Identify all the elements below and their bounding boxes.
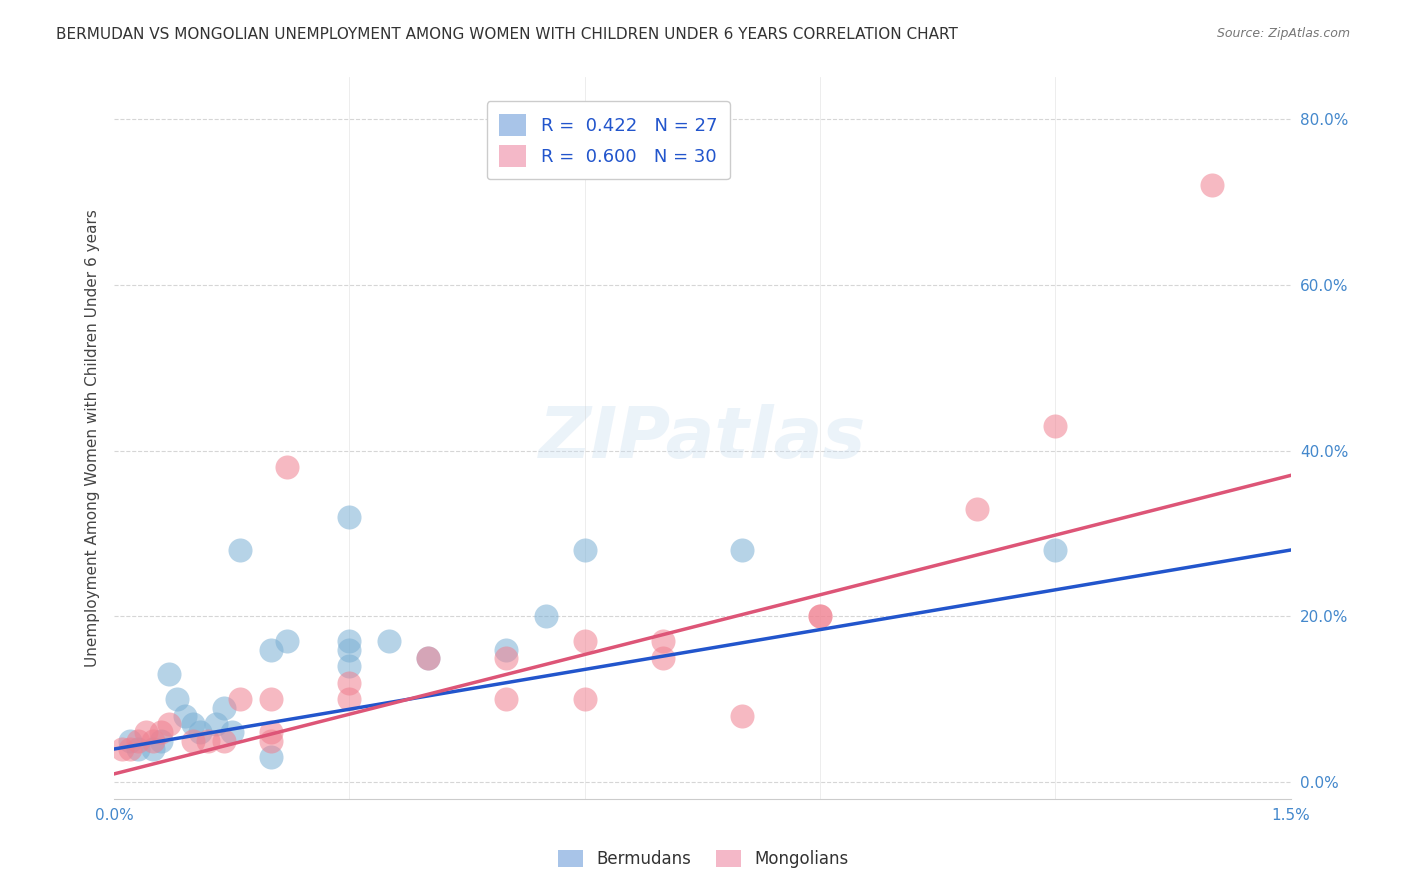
Text: Source: ZipAtlas.com: Source: ZipAtlas.com bbox=[1216, 27, 1350, 40]
Point bbox=[212, 733, 235, 747]
Point bbox=[190, 725, 212, 739]
Point bbox=[808, 609, 831, 624]
Point bbox=[339, 642, 361, 657]
Point bbox=[276, 460, 298, 475]
Point bbox=[377, 634, 399, 648]
Point bbox=[157, 717, 180, 731]
Point bbox=[339, 509, 361, 524]
Text: BERMUDAN VS MONGOLIAN UNEMPLOYMENT AMONG WOMEN WITH CHILDREN UNDER 6 YEARS CORRE: BERMUDAN VS MONGOLIAN UNEMPLOYMENT AMONG… bbox=[56, 27, 957, 42]
Point bbox=[127, 733, 149, 747]
Point bbox=[574, 634, 596, 648]
Point bbox=[416, 650, 439, 665]
Point bbox=[1201, 178, 1223, 193]
Point bbox=[228, 543, 250, 558]
Point bbox=[260, 733, 283, 747]
Point bbox=[111, 742, 134, 756]
Point bbox=[495, 650, 517, 665]
Text: ZIPatlas: ZIPatlas bbox=[538, 403, 866, 473]
Point bbox=[118, 733, 141, 747]
Point bbox=[534, 609, 557, 624]
Legend: Bermudans, Mongolians: Bermudans, Mongolians bbox=[551, 843, 855, 875]
Point bbox=[339, 692, 361, 706]
Point bbox=[228, 692, 250, 706]
Point bbox=[173, 709, 195, 723]
Legend: R =  0.422   N = 27, R =  0.600   N = 30: R = 0.422 N = 27, R = 0.600 N = 30 bbox=[486, 101, 730, 179]
Point bbox=[730, 543, 752, 558]
Point bbox=[260, 692, 283, 706]
Point bbox=[1045, 543, 1067, 558]
Point bbox=[197, 733, 219, 747]
Point bbox=[260, 725, 283, 739]
Point bbox=[118, 742, 141, 756]
Point bbox=[652, 634, 675, 648]
Point bbox=[652, 650, 675, 665]
Point bbox=[150, 733, 173, 747]
Point bbox=[127, 742, 149, 756]
Point bbox=[181, 733, 204, 747]
Point bbox=[260, 750, 283, 764]
Point bbox=[730, 709, 752, 723]
Point bbox=[157, 667, 180, 681]
Point bbox=[495, 692, 517, 706]
Point bbox=[260, 642, 283, 657]
Point bbox=[495, 642, 517, 657]
Point bbox=[574, 692, 596, 706]
Point bbox=[574, 543, 596, 558]
Point bbox=[212, 700, 235, 714]
Point bbox=[966, 501, 988, 516]
Point bbox=[276, 634, 298, 648]
Y-axis label: Unemployment Among Women with Children Under 6 years: Unemployment Among Women with Children U… bbox=[86, 209, 100, 667]
Point bbox=[339, 634, 361, 648]
Point bbox=[166, 692, 188, 706]
Point bbox=[205, 717, 228, 731]
Point bbox=[181, 717, 204, 731]
Point bbox=[808, 609, 831, 624]
Point bbox=[142, 733, 165, 747]
Point bbox=[135, 725, 157, 739]
Point bbox=[416, 650, 439, 665]
Point bbox=[1045, 418, 1067, 433]
Point bbox=[150, 725, 173, 739]
Point bbox=[142, 742, 165, 756]
Point bbox=[221, 725, 243, 739]
Point bbox=[339, 659, 361, 673]
Point bbox=[339, 675, 361, 690]
